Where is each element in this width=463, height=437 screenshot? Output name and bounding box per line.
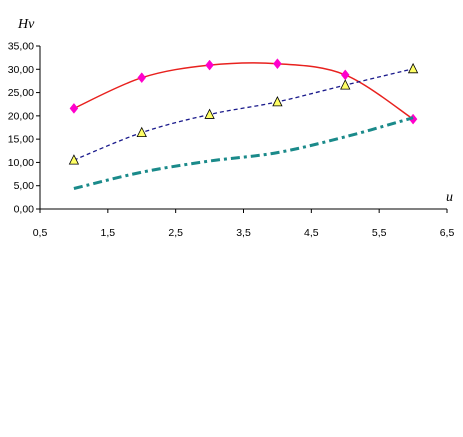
data-point <box>273 58 282 70</box>
data-point <box>205 59 214 71</box>
data-point <box>340 69 350 81</box>
y-tick-label: 30,00 <box>8 64 34 76</box>
series-2 <box>68 62 419 165</box>
y-axis-title: Hv <box>17 17 35 32</box>
data-point <box>340 79 351 90</box>
data-point <box>272 95 283 107</box>
y-tick-label: 20,00 <box>8 110 34 122</box>
data-point <box>137 72 147 84</box>
axes: 0,00 5,00 10,00 15,00 20,00 25,00 30,00 35,00 0… <box>8 41 455 240</box>
y-tick-label: 25,00 <box>8 87 34 99</box>
x-ticks: 0,5 1,5 2,5 3,5 4,5 5,5 6,5 <box>33 209 455 239</box>
series-line <box>73 116 414 190</box>
x-tick-label: 0,5 <box>33 227 48 239</box>
y-tick-label: 35,00 <box>8 41 34 53</box>
series-line <box>73 62 414 120</box>
data-point <box>68 154 80 165</box>
series-1 <box>69 58 418 125</box>
y-tick-label: 5,00 <box>14 180 35 192</box>
series-line <box>73 68 414 161</box>
data-point <box>407 62 419 74</box>
series-3 <box>73 116 414 190</box>
x-tick-label: 2,5 <box>168 227 183 239</box>
y-tick-label: 0,00 <box>14 204 35 216</box>
data-point <box>69 103 79 114</box>
x-tick-label: 5,5 <box>372 227 387 239</box>
x-tick-label: 1,5 <box>101 227 116 239</box>
x-axis-title: u <box>446 190 453 205</box>
x-tick-label: 4,5 <box>304 227 319 239</box>
y-tick-label: 10,00 <box>8 157 34 169</box>
x-tick-label: 3,5 <box>236 227 251 239</box>
data-point <box>136 126 147 138</box>
y-tick-label: 15,00 <box>8 134 34 146</box>
series-layer <box>68 58 419 190</box>
data-point <box>204 108 215 119</box>
x-tick-label: 6,5 <box>440 227 455 239</box>
y-ticks: 0,00 5,00 10,00 15,00 20,00 25,00 30,00 35,00 <box>8 41 40 216</box>
